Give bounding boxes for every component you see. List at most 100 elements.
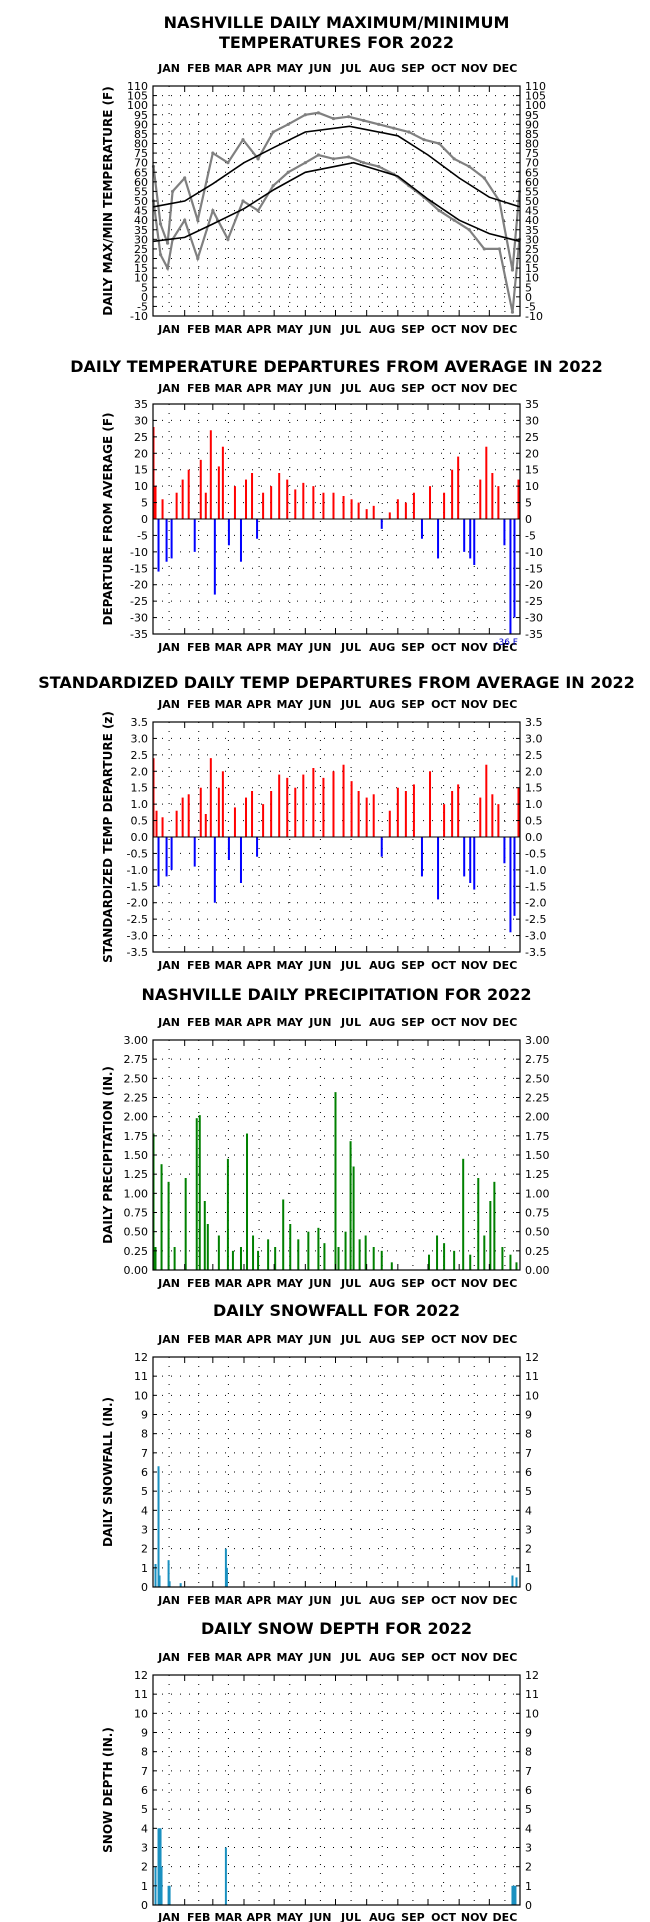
bar: [483, 1235, 486, 1270]
y-tick-label-right: 75: [525, 147, 539, 160]
y-tick-label-left: 90: [134, 118, 148, 131]
bar: [457, 456, 460, 519]
month-label-bottom: OCT: [431, 323, 456, 336]
y-tick-label-right: 25: [525, 431, 539, 444]
y-tick-label-right: 0: [525, 291, 532, 304]
bar: [154, 1247, 157, 1270]
y-tick-label-right: 55: [525, 185, 539, 198]
month-label-top: MAR: [214, 1651, 242, 1664]
y-tick-label-right: -25: [525, 595, 543, 608]
chart-title: DAILY TEMPERATURE DEPARTURES FROM AVERAG…: [70, 357, 603, 376]
bar: [206, 1224, 209, 1270]
bar: [175, 810, 178, 837]
y-tick-label-left: 5: [141, 497, 148, 510]
y-tick-label-left: 105: [127, 90, 148, 103]
y-tick-label-right: 5: [525, 281, 532, 294]
month-label-top: JAN: [157, 62, 180, 75]
bar: [365, 797, 368, 837]
y-tick-label-right: -0.5: [525, 847, 546, 860]
y-tick-label-left: 110: [127, 80, 148, 93]
bar: [511, 1885, 514, 1905]
y-tick-label-right: 95: [525, 109, 539, 122]
data-marks: [154, 1466, 518, 1587]
y-tick-label-right: 3.0: [525, 732, 543, 745]
bar: [226, 1158, 229, 1270]
month-label-top: OCT: [431, 382, 456, 395]
bar: [332, 492, 335, 519]
y-tick-label-left: -10: [130, 310, 148, 323]
month-label-top: MAR: [214, 1333, 242, 1346]
month-label-top: DEC: [493, 1333, 518, 1346]
y-tick-label-right: -15: [525, 562, 543, 575]
y-tick-label-left: 1.00: [124, 1187, 149, 1200]
y-tick-label-right: 0.25: [525, 1245, 550, 1258]
y-tick-label-left: 10: [134, 480, 148, 493]
bar: [497, 804, 500, 837]
bar: [469, 1254, 472, 1270]
y-tick-label-left: 12: [134, 1351, 148, 1364]
point-daily-min: [377, 164, 381, 169]
bar: [239, 1247, 242, 1270]
bar: [239, 837, 242, 883]
month-label-bottom: JUL: [340, 641, 361, 654]
bar: [227, 837, 230, 860]
y-tick-label-left: 1: [141, 1880, 148, 1893]
bar: [509, 837, 512, 933]
y-tick-label-left: 6: [141, 1466, 148, 1479]
bar: [239, 519, 242, 562]
y-tick-label-left: 2.0: [131, 765, 149, 778]
y-tick-label-right: -2.0: [525, 897, 546, 910]
data-marks: [154, 1828, 517, 1905]
y-tick-label-left: 0: [141, 1581, 148, 1594]
y-tick-label-left: 1.0: [131, 798, 149, 811]
y-tick-label-right: 9: [525, 1409, 532, 1422]
y-tick-label-left: 4: [141, 1822, 148, 1835]
month-label-bottom: AUG: [369, 1277, 395, 1290]
bar: [323, 1243, 326, 1270]
month-label-bottom: MAR: [214, 641, 242, 654]
y-tick-label-left: 8: [141, 1746, 148, 1759]
bar: [165, 519, 168, 562]
month-label-bottom: JUN: [308, 1911, 331, 1922]
y-tick-label-left: 60: [134, 176, 148, 189]
bar: [221, 446, 224, 519]
month-label-bottom: NOV: [461, 323, 488, 336]
point-daily-min: [452, 218, 456, 222]
bar: [217, 1235, 220, 1270]
bar: [420, 519, 423, 539]
y-tick-label-right: -5: [525, 529, 536, 542]
month-label-bottom: MAY: [277, 1911, 304, 1922]
bar: [380, 1250, 383, 1270]
month-label-bottom: FEB: [187, 323, 210, 336]
y-tick-label-left: 100: [127, 99, 148, 112]
y-tick-label-left: 45: [134, 205, 148, 218]
y-tick-label-right: 0: [525, 1581, 532, 1594]
point-daily-max: [452, 157, 456, 161]
y-tick-label-right: 9: [525, 1727, 532, 1740]
bar: [388, 810, 391, 837]
bar: [420, 837, 423, 877]
month-label-bottom: MAY: [277, 1594, 304, 1607]
bar: [509, 519, 512, 634]
y-tick-label-left: -0.5: [127, 847, 148, 860]
y-tick-label-right: 20: [525, 447, 539, 460]
month-label-bottom: DEC: [493, 1594, 518, 1607]
point-daily-min: [165, 266, 170, 270]
y-tick-label-right: 0.0: [525, 831, 543, 844]
grid: [153, 85, 520, 317]
month-label-bottom: AUG: [369, 1594, 395, 1607]
y-tick-label-right: 110: [525, 80, 546, 93]
month-label-top: NOV: [461, 1651, 488, 1664]
bar: [209, 430, 212, 519]
bar: [463, 519, 466, 552]
bar: [352, 1166, 355, 1270]
point-daily-min: [437, 208, 441, 213]
month-label-top: JUN: [308, 1016, 331, 1029]
month-label-top: JUN: [308, 1651, 331, 1664]
point-daily-max: [422, 138, 426, 142]
y-tick-label-right: 35: [525, 224, 539, 237]
month-label-top: OCT: [431, 62, 456, 75]
y-tick-label-right: 6: [525, 1466, 532, 1479]
month-label-bottom: FEB: [187, 1594, 210, 1607]
point-daily-max: [437, 141, 441, 146]
